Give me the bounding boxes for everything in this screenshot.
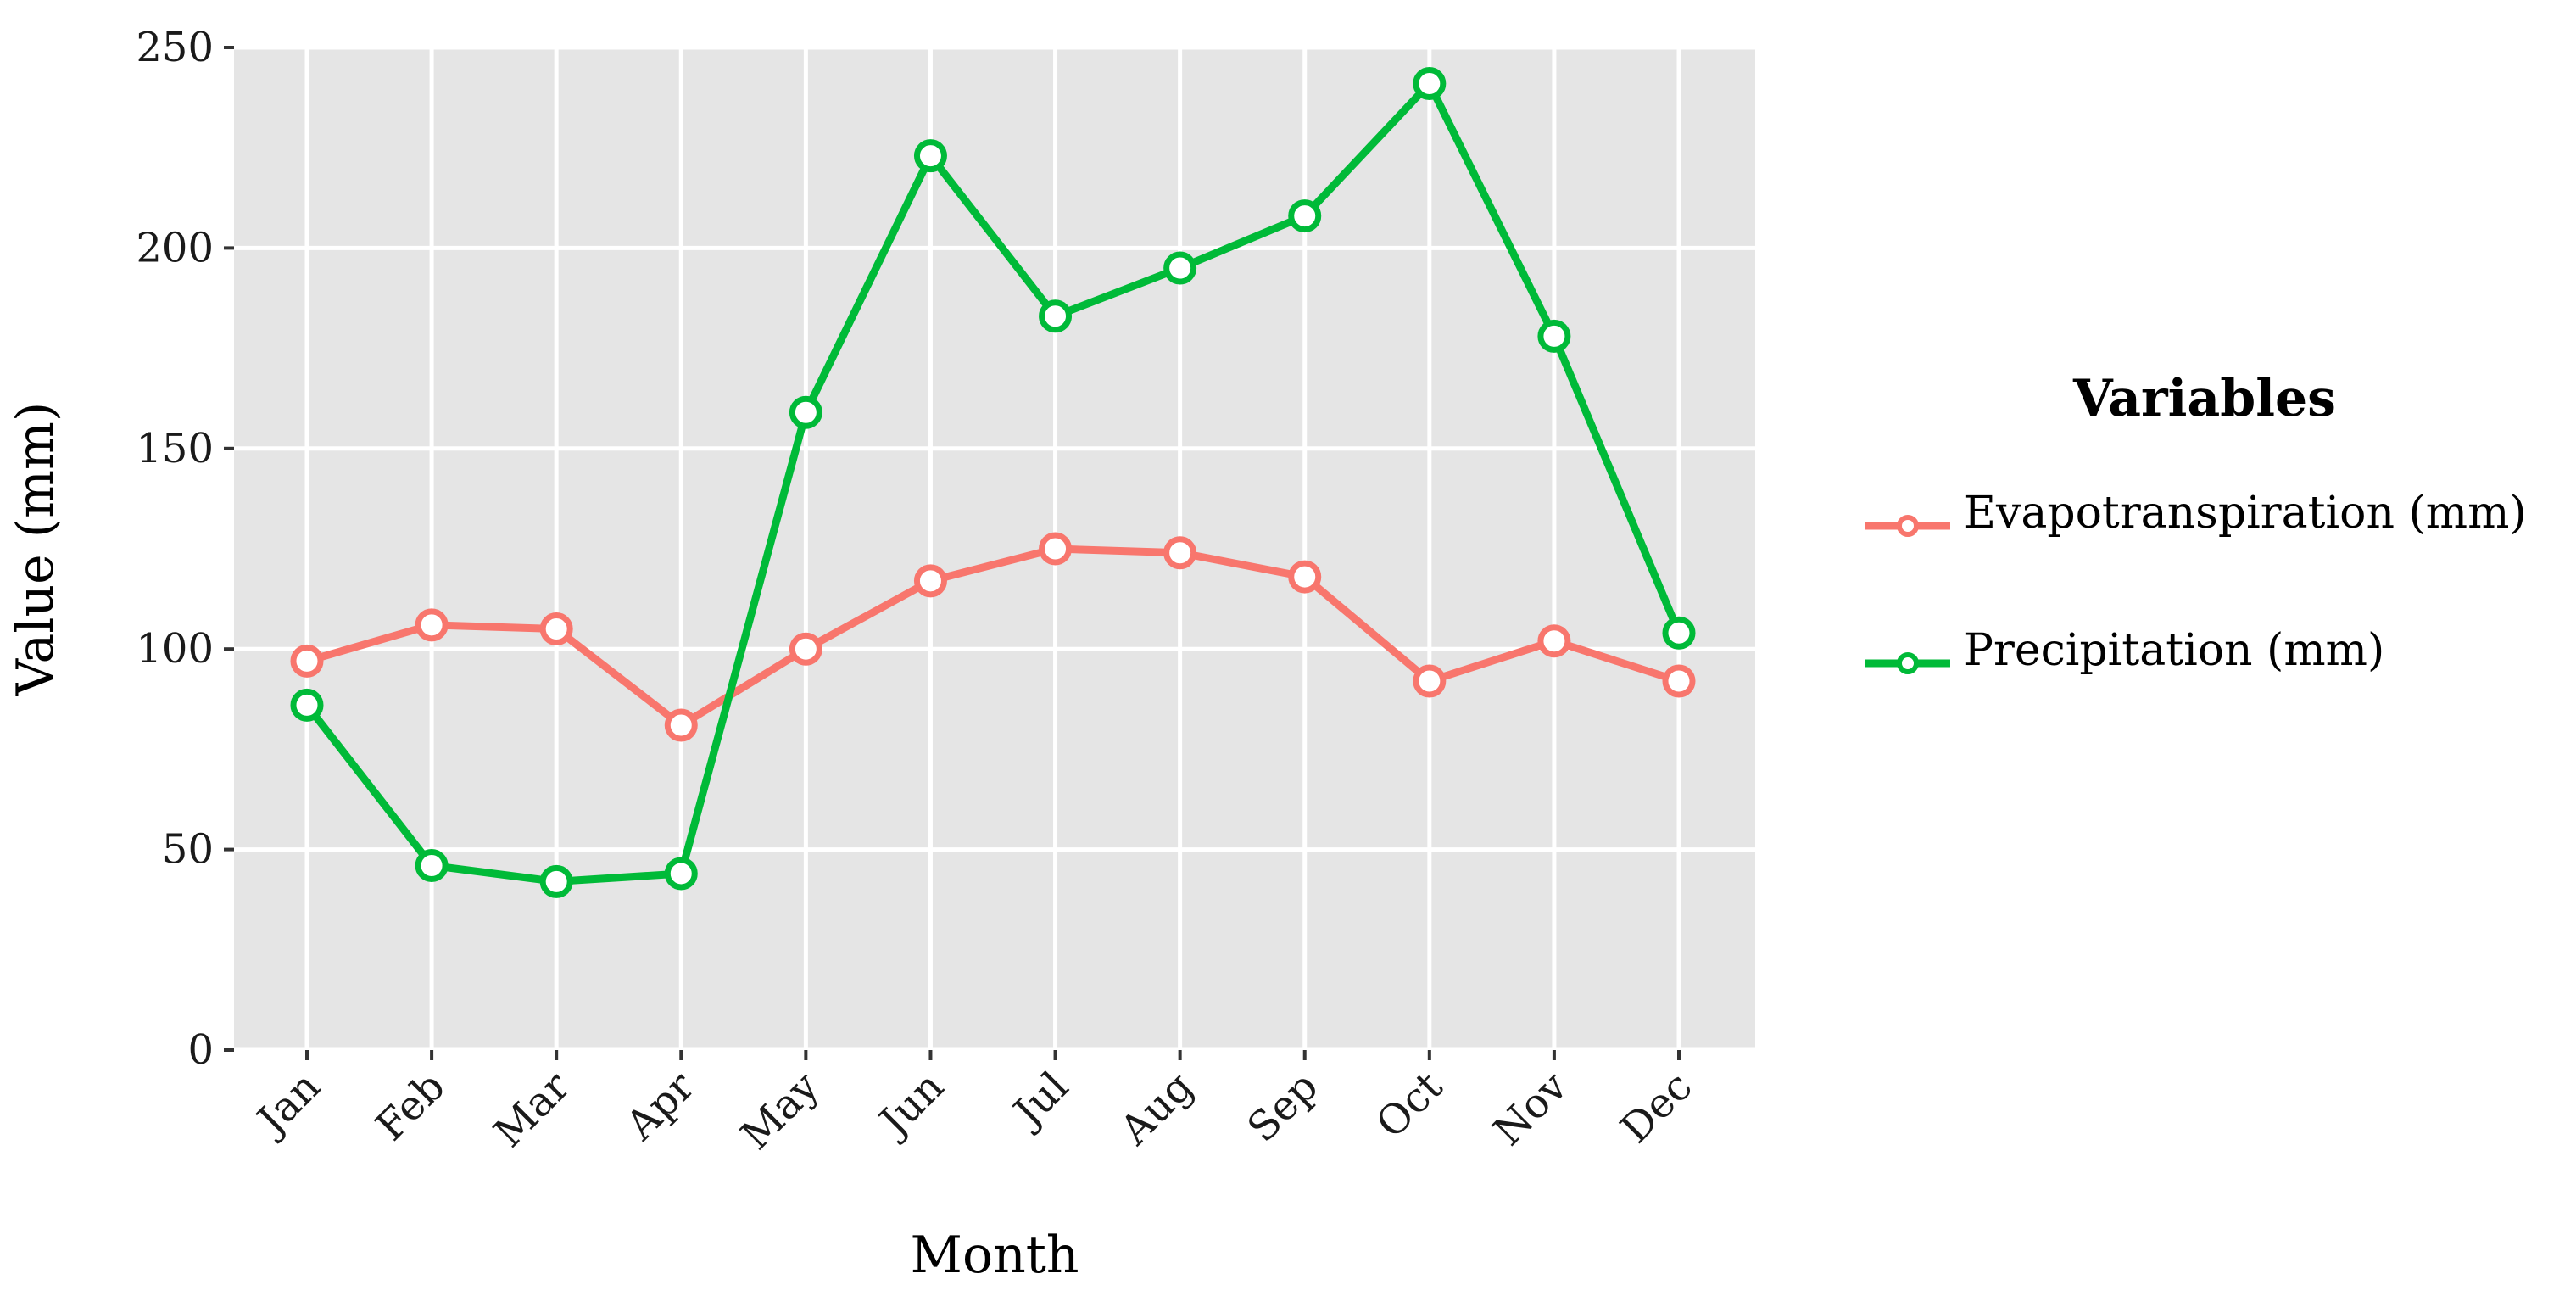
data-point bbox=[1039, 299, 1073, 333]
y-axis-ticks: 0 50 100 150 200 250 bbox=[136, 24, 234, 1074]
legend-label: Precipitation (mm) bbox=[1964, 625, 2384, 676]
legend-key-point bbox=[1897, 652, 1919, 674]
data-point bbox=[913, 564, 947, 598]
data-point bbox=[1288, 199, 1322, 233]
y-axis-title: Value (mm) bbox=[6, 402, 65, 697]
series-1 bbox=[290, 67, 1696, 898]
data-point bbox=[1163, 251, 1197, 285]
data-point bbox=[539, 612, 573, 646]
y-tick-label: 250 bbox=[136, 24, 214, 71]
y-tick-label: 200 bbox=[136, 224, 214, 271]
data-point bbox=[664, 857, 698, 891]
series-line bbox=[303, 545, 1683, 729]
grid-lines bbox=[234, 45, 1755, 1053]
data-point bbox=[415, 849, 449, 883]
data-point bbox=[789, 632, 822, 666]
data-point bbox=[1662, 616, 1696, 650]
data-point bbox=[1537, 319, 1571, 353]
legend-key-point bbox=[1897, 515, 1919, 537]
data-point bbox=[664, 708, 698, 742]
data-point bbox=[1163, 536, 1197, 570]
legend: Variables Evapotranspiration (mm) Precipi… bbox=[1865, 369, 2527, 676]
series-0 bbox=[290, 532, 1696, 742]
legend-title: Variables bbox=[2072, 369, 2336, 428]
y-tick-label: 150 bbox=[136, 425, 214, 472]
data-point bbox=[1413, 67, 1447, 101]
data-point bbox=[1288, 560, 1322, 594]
y-tick-label: 0 bbox=[187, 1026, 214, 1074]
legend-items: Evapotranspiration (mm) Precipitation (mm… bbox=[1865, 488, 2527, 676]
x-axis-title: Month bbox=[911, 1226, 1079, 1285]
series-line bbox=[303, 80, 1683, 885]
series-layer bbox=[290, 67, 1696, 898]
data-point bbox=[539, 864, 573, 898]
data-point bbox=[1413, 664, 1447, 698]
legend-item: Evapotranspiration (mm) bbox=[1865, 488, 2527, 539]
data-point bbox=[913, 139, 947, 173]
data-point bbox=[1662, 664, 1696, 698]
data-point bbox=[1039, 532, 1073, 566]
data-point bbox=[1537, 624, 1571, 658]
data-point bbox=[415, 608, 449, 642]
y-tick-label: 100 bbox=[136, 625, 214, 673]
data-point bbox=[290, 644, 324, 678]
data-point bbox=[290, 688, 324, 722]
legend-label: Evapotranspiration (mm) bbox=[1964, 488, 2527, 539]
data-point bbox=[789, 395, 822, 429]
y-tick-label: 50 bbox=[162, 826, 214, 874]
plot-panel bbox=[234, 47, 1755, 1050]
legend-item: Precipitation (mm) bbox=[1865, 625, 2384, 676]
